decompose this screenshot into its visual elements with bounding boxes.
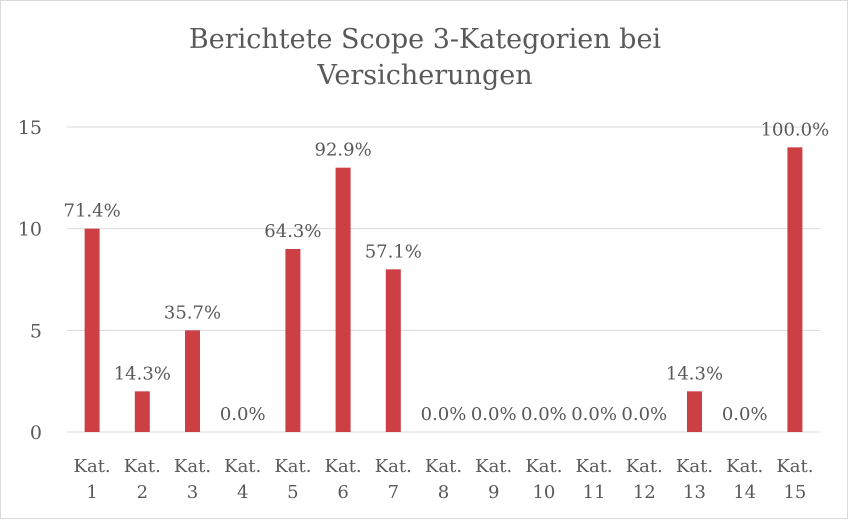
- data-label: 100.0%: [761, 119, 830, 140]
- category-label: Kat.: [274, 456, 311, 477]
- bar: [134, 391, 150, 432]
- data-label: 14.3%: [114, 363, 171, 384]
- data-label: 0.0%: [421, 404, 467, 425]
- bar: [787, 147, 803, 433]
- chart-title-line-2: Versicherungen: [317, 60, 533, 91]
- y-tick-label: 0: [30, 422, 42, 444]
- category-label: Kat.: [475, 456, 512, 477]
- category-label: Kat.: [425, 456, 462, 477]
- category-label: Kat.: [325, 456, 362, 477]
- category-label: Kat.: [375, 456, 412, 477]
- category-number: 10: [532, 482, 555, 503]
- data-label: 71.4%: [64, 201, 121, 222]
- category-number: 9: [488, 482, 499, 503]
- category-number: 12: [633, 482, 656, 503]
- category-number: 3: [187, 482, 198, 503]
- bar: [335, 167, 351, 432]
- category-label: Kat.: [776, 456, 813, 477]
- category-number: 1: [86, 482, 97, 503]
- bar: [185, 330, 200, 432]
- data-label: 14.3%: [666, 363, 723, 384]
- labels: 0 5 10 15 71.4% Kat. 1 14.3% Kat. 2 35.7% Kat. 3 0.0%…: [18, 117, 829, 503]
- bars: [84, 147, 803, 433]
- category-label: Kat.: [576, 456, 613, 477]
- data-label: 57.1%: [365, 241, 422, 262]
- category-label: Kat.: [74, 456, 111, 477]
- category-number: 5: [287, 482, 298, 503]
- bar: [84, 228, 100, 432]
- category-label: Kat.: [174, 456, 211, 477]
- category-number: 11: [583, 482, 606, 503]
- y-tick-label: 10: [18, 219, 42, 241]
- data-label: 0.0%: [471, 404, 517, 425]
- category-number: 7: [388, 482, 399, 503]
- category-number: 2: [137, 482, 148, 503]
- category-label: Kat.: [525, 456, 562, 477]
- category-label: Kat.: [726, 456, 763, 477]
- data-label: 0.0%: [621, 404, 667, 425]
- gridlines: [67, 126, 820, 331]
- category-label: Kat.: [124, 456, 161, 477]
- category-number: 13: [683, 482, 706, 503]
- bar: [687, 391, 702, 432]
- data-label: 0.0%: [220, 404, 266, 425]
- y-tick-label: 5: [30, 320, 42, 342]
- data-label: 0.0%: [722, 404, 768, 425]
- chart-title: Berichtete Scope 3-Kategorien bei Versic…: [0, 22, 850, 94]
- category-label: Kat.: [224, 456, 261, 477]
- bar: [285, 249, 301, 432]
- data-label: 35.7%: [164, 302, 221, 323]
- data-label: 0.0%: [521, 404, 567, 425]
- data-label: 64.3%: [264, 221, 321, 242]
- category-number: 4: [237, 482, 248, 503]
- category-number: 15: [783, 482, 806, 503]
- data-label: 92.9%: [315, 140, 372, 161]
- data-label: 0.0%: [571, 404, 617, 425]
- category-number: 8: [438, 482, 449, 503]
- category-number: 14: [733, 482, 756, 503]
- category-label: Kat.: [626, 456, 663, 477]
- chart-title-line-1: Berichtete Scope 3-Kategorien bei: [188, 24, 662, 55]
- y-tick-label: 15: [18, 117, 42, 139]
- bar: [385, 269, 401, 432]
- category-number: 6: [337, 482, 348, 503]
- category-label: Kat.: [676, 456, 713, 477]
